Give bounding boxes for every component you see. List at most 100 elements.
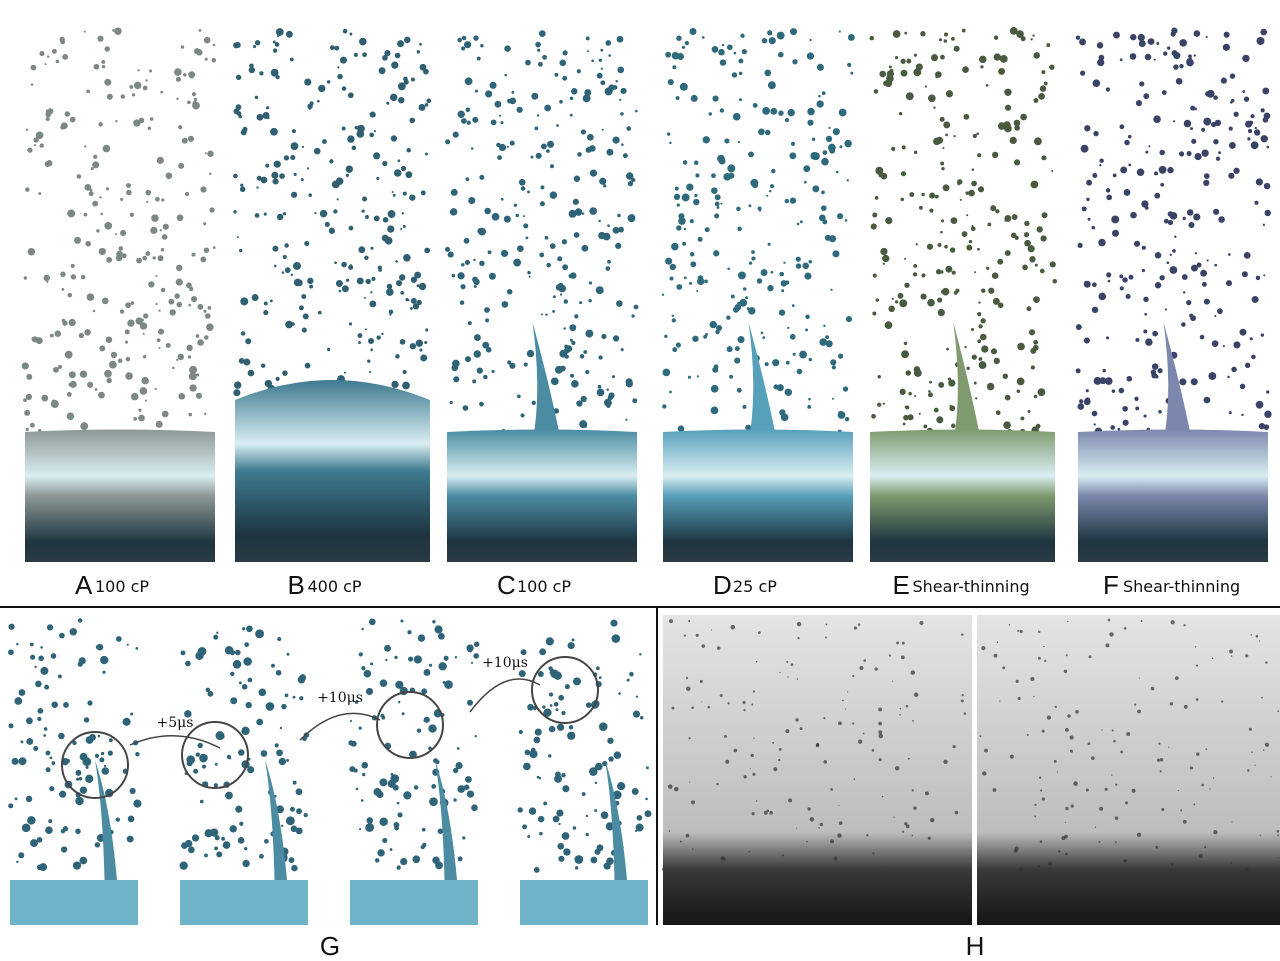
droplet (197, 646, 207, 656)
panel-letter: H (966, 931, 985, 961)
droplet (929, 208, 934, 213)
droplet (947, 377, 952, 381)
droplet (158, 309, 161, 312)
speck (707, 705, 711, 709)
droplet (811, 137, 816, 141)
droplet (368, 618, 376, 626)
droplet (1186, 151, 1192, 157)
droplet (536, 775, 540, 779)
droplet (395, 260, 398, 263)
droplet (157, 255, 164, 262)
droplet (18, 689, 26, 696)
droplet (751, 250, 755, 254)
droplet (789, 333, 796, 340)
droplet (101, 297, 109, 305)
droplet (741, 49, 747, 55)
droplet (79, 786, 88, 794)
speck (669, 619, 674, 624)
droplet (248, 66, 256, 74)
droplet (882, 402, 885, 405)
droplet (348, 322, 353, 326)
droplet (561, 239, 568, 245)
speck (913, 806, 917, 810)
droplet (872, 273, 877, 278)
speck (689, 781, 691, 783)
droplet (265, 106, 270, 110)
droplet (479, 401, 484, 407)
droplet (1231, 366, 1237, 373)
droplet (1084, 125, 1091, 132)
speck (1111, 774, 1113, 776)
droplet (818, 94, 821, 98)
droplet (25, 393, 33, 401)
droplet (389, 848, 393, 851)
droplet (274, 743, 279, 748)
sequence-frame (350, 615, 478, 925)
droplet (790, 141, 796, 146)
droplet (72, 740, 77, 746)
droplet (553, 702, 559, 707)
droplet (46, 55, 50, 58)
droplet (970, 328, 975, 332)
droplet (1145, 338, 1153, 346)
droplet (437, 632, 445, 640)
speck (1174, 676, 1179, 681)
droplet (1254, 126, 1257, 130)
droplet (409, 750, 417, 759)
droplet (254, 213, 260, 218)
droplet (221, 836, 226, 841)
droplet (524, 749, 531, 756)
droplet (39, 143, 44, 148)
droplet (1206, 89, 1215, 98)
droplet (1266, 145, 1270, 149)
droplet (997, 302, 1004, 309)
droplet (465, 177, 470, 182)
droplet (627, 181, 634, 187)
droplet (1201, 281, 1207, 287)
droplet (669, 390, 672, 394)
speck (872, 852, 875, 855)
droplet (203, 36, 211, 44)
droplet (684, 40, 690, 46)
speck (685, 686, 691, 692)
droplet (480, 44, 484, 48)
droplet (1013, 159, 1021, 166)
droplet (897, 292, 904, 299)
speck (899, 713, 901, 716)
droplet (238, 114, 242, 119)
droplet (67, 292, 73, 298)
droplet (473, 641, 480, 647)
droplet (781, 289, 785, 293)
speck (1111, 729, 1114, 732)
droplet (485, 318, 490, 323)
droplet (822, 150, 828, 155)
droplet (681, 45, 686, 49)
droplet (770, 270, 774, 274)
droplet (921, 273, 926, 278)
droplet (665, 257, 673, 265)
droplet (479, 174, 485, 180)
panel-label: Shear-thinning (913, 577, 1030, 596)
droplet (461, 46, 466, 51)
droplet (206, 323, 214, 332)
droplet (412, 855, 421, 864)
speck (1065, 806, 1069, 811)
droplet (155, 302, 158, 306)
speck (1231, 862, 1233, 864)
droplet (306, 167, 310, 170)
droplet (233, 389, 241, 397)
droplet (133, 81, 142, 90)
droplet (676, 203, 680, 207)
speck (1123, 858, 1127, 863)
jet (532, 322, 561, 442)
speck (833, 856, 838, 861)
droplet (795, 256, 801, 262)
droplet (595, 286, 604, 295)
droplet (902, 422, 906, 426)
droplet (106, 256, 113, 263)
droplet (513, 258, 522, 267)
speck (1277, 710, 1280, 712)
droplet (546, 140, 555, 148)
droplet (1264, 410, 1272, 418)
speck (725, 759, 730, 764)
